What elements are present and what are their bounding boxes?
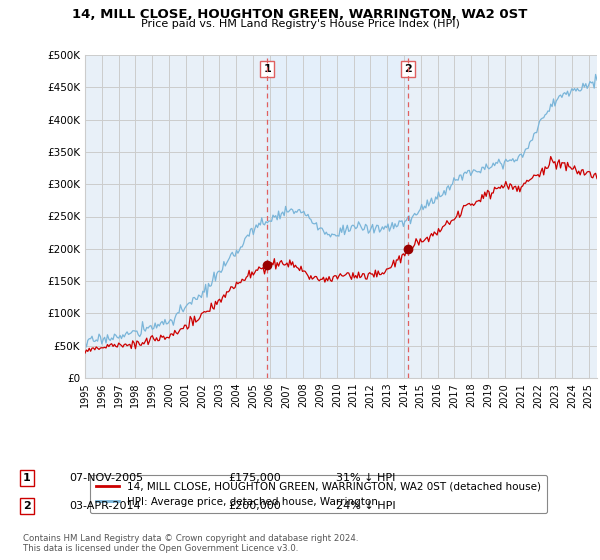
Text: 2: 2 bbox=[404, 64, 412, 74]
Text: 2: 2 bbox=[23, 501, 31, 511]
Text: Price paid vs. HM Land Registry's House Price Index (HPI): Price paid vs. HM Land Registry's House … bbox=[140, 19, 460, 29]
Text: £200,000: £200,000 bbox=[228, 501, 281, 511]
Text: Contains HM Land Registry data © Crown copyright and database right 2024.
This d: Contains HM Land Registry data © Crown c… bbox=[23, 534, 358, 553]
Text: 1: 1 bbox=[23, 473, 31, 483]
Text: 07-NOV-2005: 07-NOV-2005 bbox=[69, 473, 143, 483]
Text: 31% ↓ HPI: 31% ↓ HPI bbox=[336, 473, 395, 483]
Text: 1: 1 bbox=[263, 64, 271, 74]
Text: 14, MILL CLOSE, HOUGHTON GREEN, WARRINGTON, WA2 0ST: 14, MILL CLOSE, HOUGHTON GREEN, WARRINGT… bbox=[73, 8, 527, 21]
Text: 03-APR-2014: 03-APR-2014 bbox=[69, 501, 140, 511]
Text: £175,000: £175,000 bbox=[228, 473, 281, 483]
Bar bbox=[267, 55, 408, 378]
Text: 24% ↓ HPI: 24% ↓ HPI bbox=[336, 501, 395, 511]
Legend: 14, MILL CLOSE, HOUGHTON GREEN, WARRINGTON, WA2 0ST (detached house), HPI: Avera: 14, MILL CLOSE, HOUGHTON GREEN, WARRINGT… bbox=[89, 475, 547, 513]
